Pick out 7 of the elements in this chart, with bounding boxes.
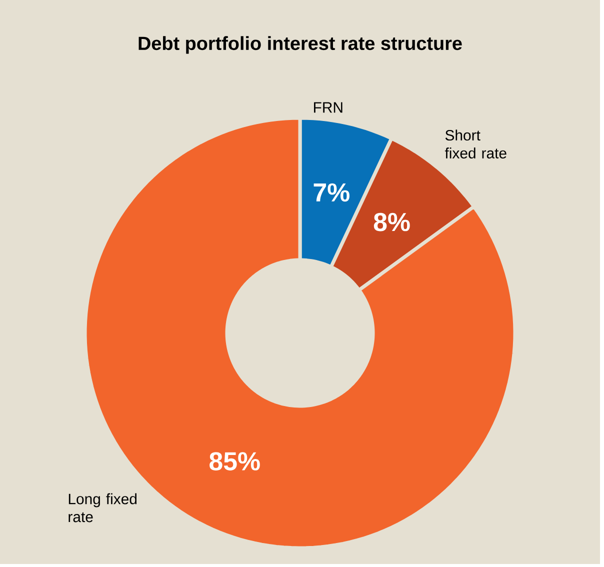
data-label: 8% — [374, 212, 410, 232]
data-label: 85% — [210, 452, 260, 470]
chart-title: Debt portfolio interest rate structure — [138, 36, 462, 54]
slice-label: Short fixed rate — [444, 130, 506, 158]
slice-label: Long fixed rate — [68, 493, 137, 522]
slice-label: FRN — [314, 102, 342, 113]
data-label: 7% — [314, 183, 350, 202]
